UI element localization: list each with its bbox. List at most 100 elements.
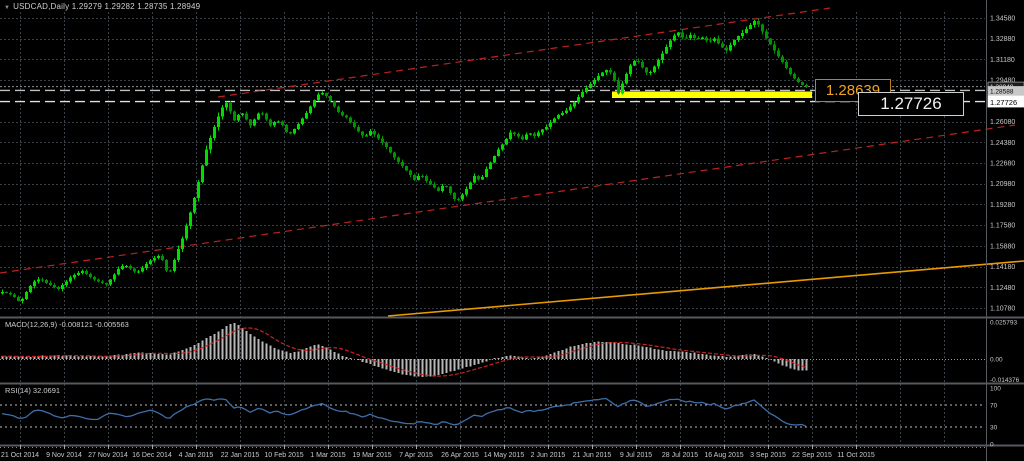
candle-body	[485, 168, 488, 177]
candle-body	[213, 127, 216, 138]
candle-body	[765, 31, 768, 39]
candle-body	[109, 279, 112, 285]
candle-body	[141, 268, 144, 272]
candle-body	[437, 187, 440, 191]
candle-body	[477, 176, 480, 180]
candle-body	[561, 113, 564, 116]
candle-body	[301, 118, 304, 124]
candle-body	[481, 176, 484, 180]
candle-body	[441, 185, 444, 191]
candle-body	[261, 113, 264, 115]
candle-body	[365, 135, 368, 137]
price-axis-label: 1.20980	[990, 181, 1015, 188]
candle-body	[197, 181, 200, 199]
candle-body	[117, 268, 120, 275]
candle-body	[569, 106, 572, 111]
candle-body	[473, 176, 476, 183]
candle-body	[145, 264, 148, 269]
candle-body	[677, 32, 680, 36]
candle-body	[785, 62, 788, 68]
date-axis-label: 21 Jun 2015	[573, 452, 612, 459]
candle-body	[41, 279, 44, 281]
price-callout-white[interactable]: 1.27726	[858, 92, 964, 116]
candle-body	[397, 157, 400, 162]
candle-body	[381, 138, 384, 143]
date-axis-label: 16 Aug 2015	[704, 452, 743, 459]
candle-body	[373, 131, 376, 135]
candle-body	[97, 279, 100, 282]
candle-body	[169, 270, 172, 272]
candle-body	[709, 40, 712, 42]
candle-body	[461, 194, 464, 200]
price-axis-label: 1.34580	[990, 16, 1015, 23]
candle-body	[729, 44, 732, 51]
candle-body	[349, 117, 352, 123]
candle-body	[737, 36, 740, 41]
candle-body	[229, 102, 232, 112]
candle-body	[637, 61, 640, 63]
candle-body	[513, 132, 516, 134]
candle-body	[113, 274, 116, 280]
candle-body	[221, 107, 224, 117]
highlight-bar[interactable]	[612, 91, 812, 99]
candle-body	[613, 72, 616, 81]
candle-body	[433, 184, 436, 188]
candle-body	[177, 248, 180, 261]
candle-body	[453, 193, 456, 199]
macd-signal-line	[2, 327, 807, 377]
candle-body	[305, 112, 308, 119]
date-axis-label: 3 Sep 2015	[750, 452, 786, 459]
rsi-axis-label: 70	[990, 402, 998, 409]
candle-body	[681, 32, 684, 38]
candle-body	[625, 74, 628, 84]
candle-body	[401, 161, 404, 167]
date-axis-label: 21 Oct 2014	[1, 452, 39, 459]
support-trendline[interactable]	[387, 260, 1024, 317]
date-axis-label: 7 Apr 2015	[399, 452, 433, 459]
candle-body	[521, 136, 524, 140]
price-axis-label: 1.32880	[990, 36, 1015, 43]
candle-body	[37, 279, 40, 282]
candle-body	[689, 34, 692, 39]
candle-body	[281, 121, 284, 125]
candle-body	[645, 67, 648, 73]
candle-body	[29, 286, 32, 292]
candle-body	[549, 122, 552, 127]
candle-body	[325, 93, 328, 96]
candle-body	[469, 182, 472, 189]
candle-body	[761, 24, 764, 32]
candle-body	[201, 165, 204, 182]
candle-body	[605, 70, 608, 73]
date-axis-label: 1 Mar 2015	[310, 452, 346, 459]
candle-body	[621, 83, 624, 94]
date-axis-label: 10 Feb 2015	[264, 452, 303, 459]
price-axis-label: 1.15880	[990, 243, 1015, 250]
candle-body	[89, 274, 92, 277]
candle-body	[293, 129, 296, 134]
candle-body	[5, 291, 8, 294]
candle-body	[489, 162, 492, 169]
candle-body	[617, 80, 620, 94]
candle-body	[73, 274, 76, 278]
candle-body	[53, 285, 56, 288]
price-axis-label: 1.22680	[990, 161, 1015, 168]
rsi-axis-label: 100	[990, 386, 1001, 393]
candle-body	[425, 176, 428, 182]
axis-price-tag: 1.27726	[990, 98, 1017, 107]
candle-body	[717, 38, 720, 44]
candle-body	[277, 121, 280, 123]
symbol-dropdown-icon[interactable]: ▼	[4, 5, 11, 11]
candle-body	[65, 281, 68, 286]
candle-body	[149, 260, 152, 265]
lower-channel-line[interactable]	[0, 124, 1016, 274]
candle-body	[733, 40, 736, 45]
candle-body	[17, 297, 20, 302]
candle-body	[497, 149, 500, 156]
candle-body	[225, 102, 228, 108]
candle-body	[665, 47, 668, 54]
candle-body	[245, 113, 248, 120]
candle-body	[249, 119, 252, 126]
